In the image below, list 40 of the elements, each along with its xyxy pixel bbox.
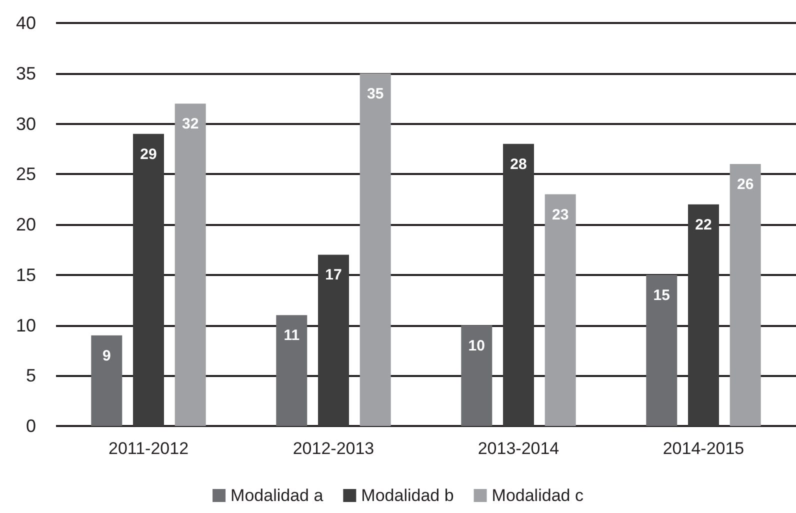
y-tick-label: 10 [16, 315, 36, 336]
bar [730, 164, 761, 426]
y-tick-label: 35 [16, 63, 36, 84]
legend-label: Modalidad c [492, 486, 584, 505]
data-label: 9 [102, 347, 111, 364]
bar [688, 204, 719, 426]
data-label: 23 [552, 206, 569, 224]
data-label: 29 [140, 146, 157, 163]
data-label: 32 [182, 116, 199, 133]
data-label: 15 [653, 286, 670, 304]
bar [461, 325, 492, 426]
data-label: 10 [468, 337, 485, 354]
legend-label: Modalidad b [361, 486, 454, 505]
bar [133, 134, 164, 426]
y-tick-label: 15 [16, 264, 36, 285]
bar [544, 194, 576, 426]
legend-label: Modalidad a [230, 486, 324, 505]
y-tick-label: 0 [26, 416, 36, 436]
bar [174, 104, 206, 426]
data-label: 35 [367, 85, 384, 102]
x-tick-label: 2011-2012 [108, 439, 189, 458]
data-label: 22 [695, 216, 712, 234]
y-tick-label: 5 [26, 366, 36, 386]
bar [360, 73, 391, 426]
data-label: 11 [284, 327, 300, 344]
bar [318, 254, 349, 426]
x-tick-label: 2012-2013 [292, 439, 374, 458]
bar [503, 144, 534, 426]
bar [91, 335, 122, 426]
data-label: 28 [510, 156, 527, 173]
y-tick-label: 40 [16, 13, 36, 33]
bar [276, 315, 308, 426]
x-tick-label: 2014-2015 [662, 439, 744, 458]
y-tick-label: 30 [16, 114, 36, 134]
data-label: 26 [737, 176, 754, 194]
y-tick-label: 20 [16, 214, 36, 234]
data-label: 17 [325, 266, 342, 284]
bar [646, 274, 678, 426]
x-tick-label: 2013-2014 [478, 439, 560, 458]
y-tick-label: 25 [16, 164, 36, 184]
